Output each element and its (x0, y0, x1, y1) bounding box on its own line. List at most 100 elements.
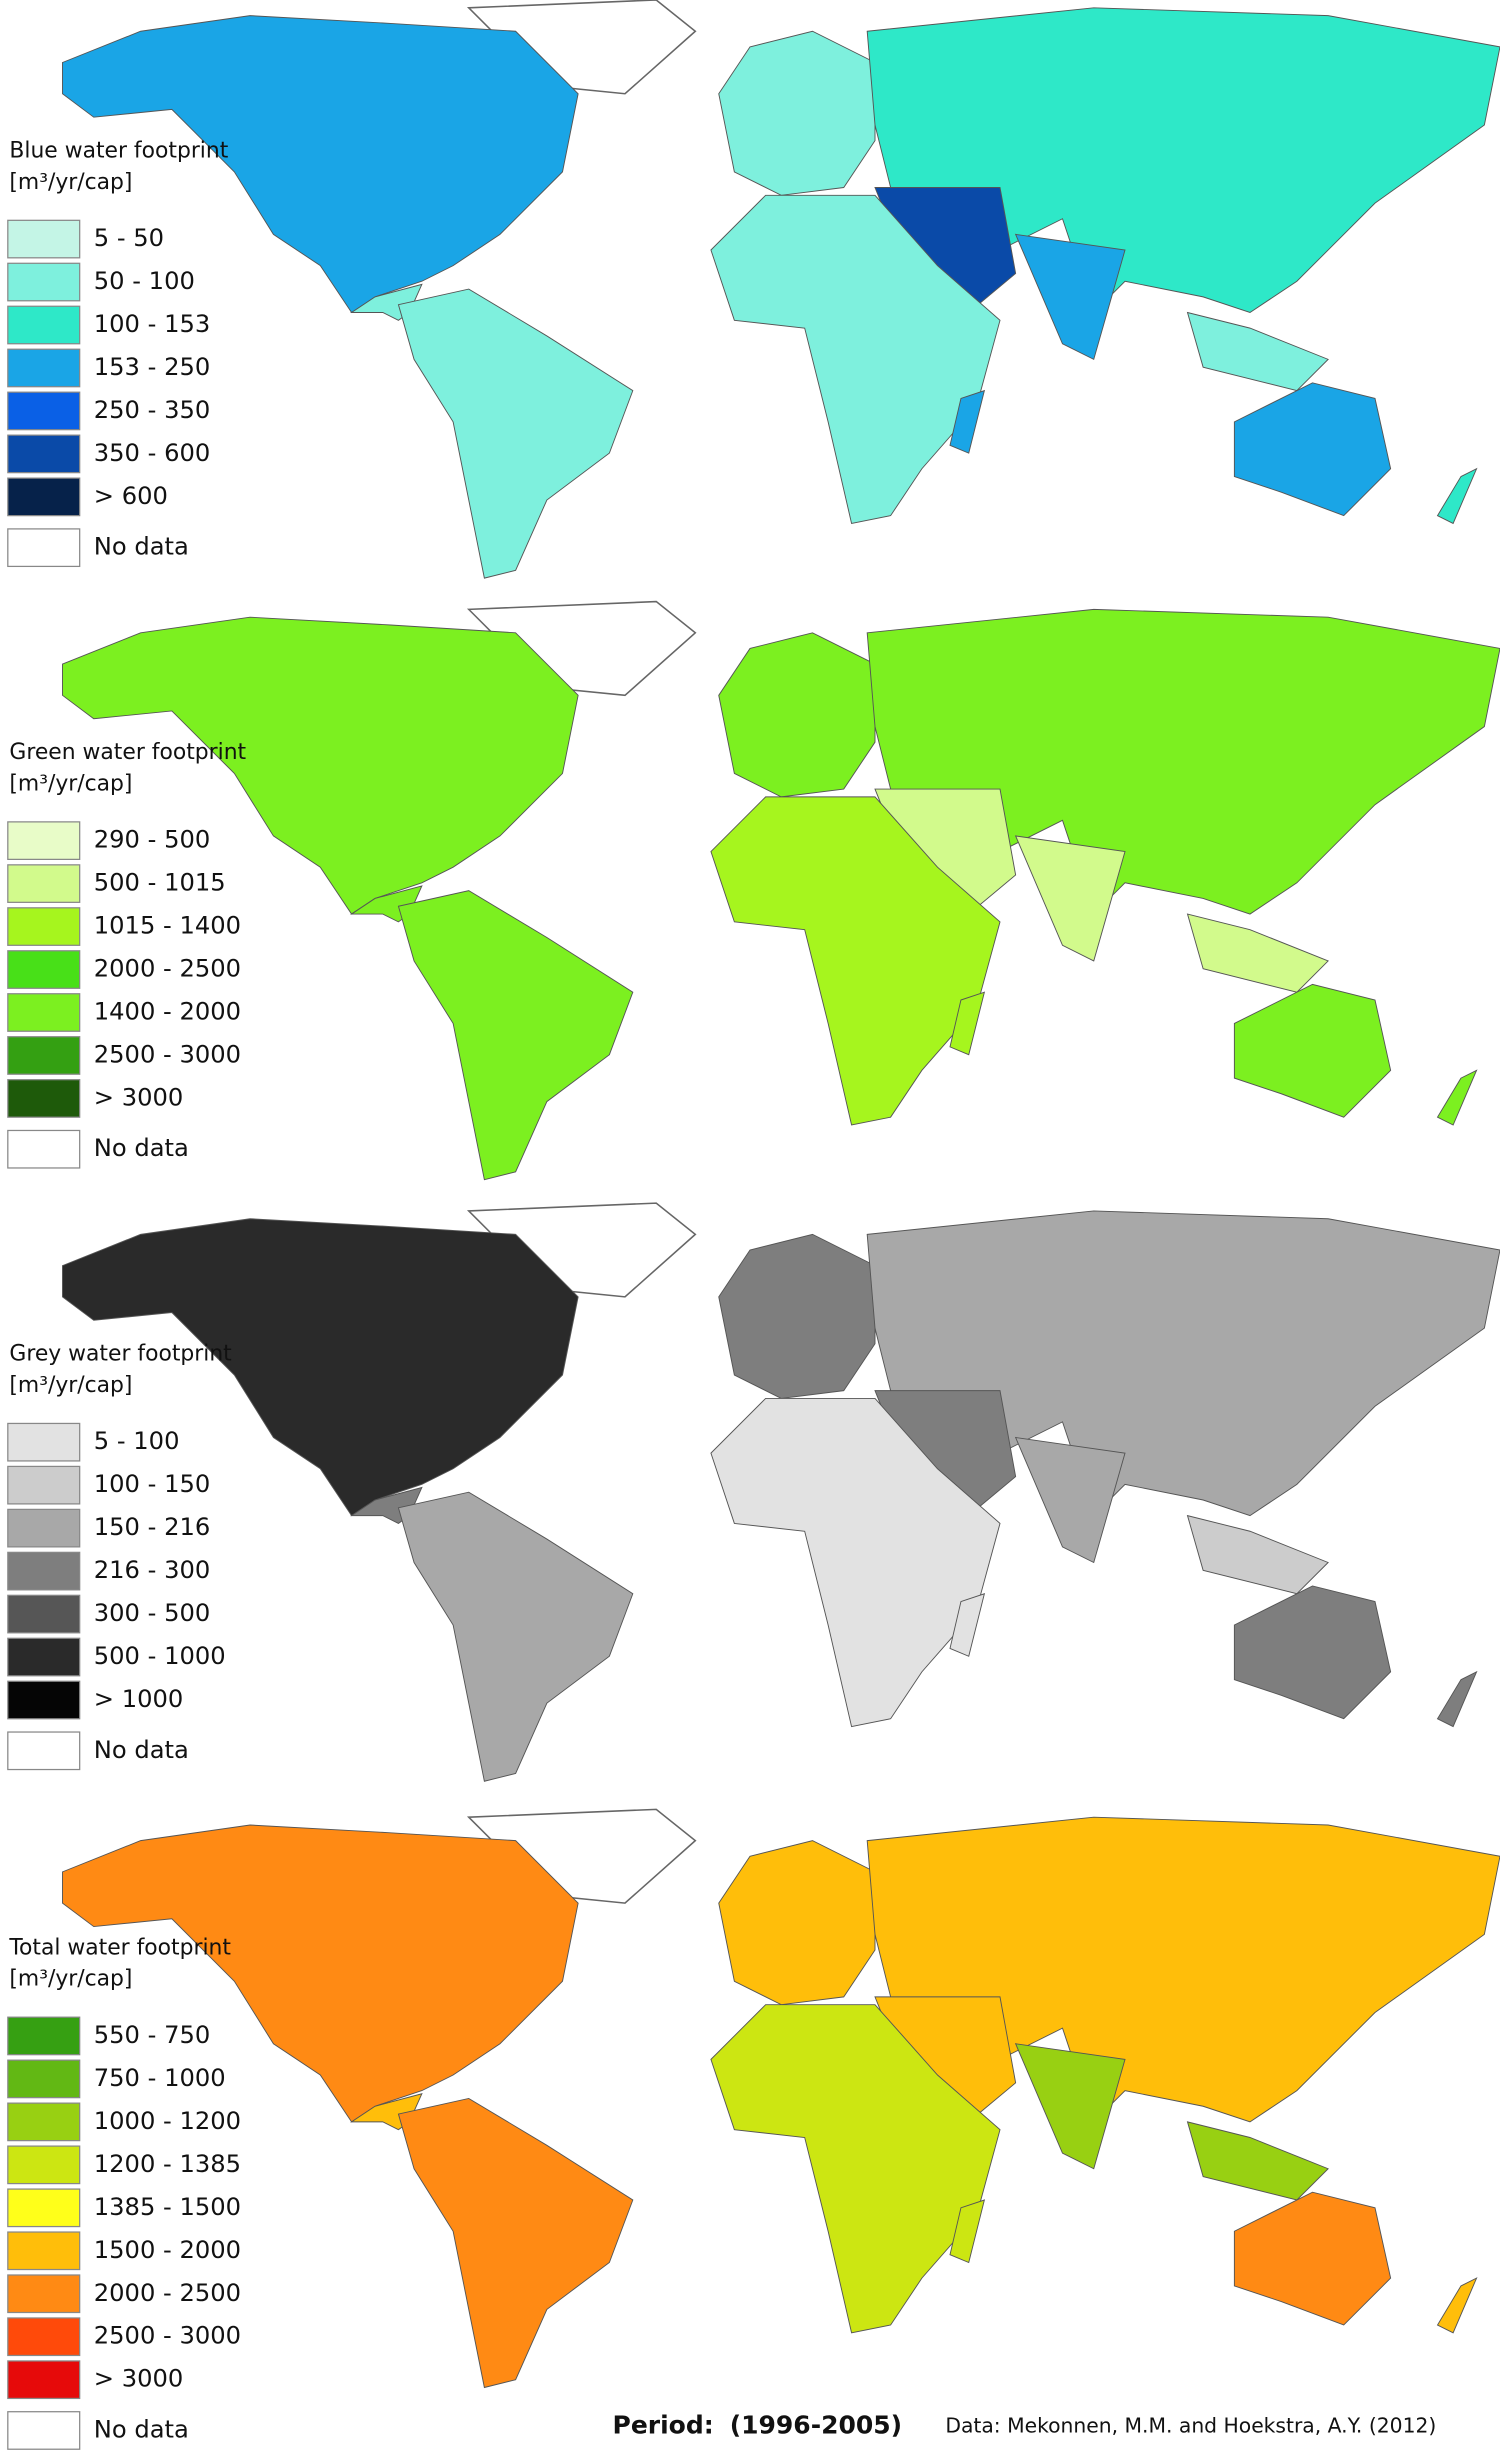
legend-swatch (7, 528, 81, 568)
legend-swatch (7, 1036, 81, 1075)
legend-swatch (7, 2411, 81, 2450)
country-region (62, 15, 579, 314)
legend-title: Grey water footprint (9, 1342, 232, 1367)
country-region (1014, 1436, 1126, 1564)
country-region (710, 796, 1001, 1126)
legend-label: 1015 - 1400 (94, 912, 241, 940)
legend-label: 1000 - 1200 (94, 2107, 241, 2135)
country-region (62, 1218, 579, 1517)
legend-swatch (7, 864, 81, 903)
country-region (1436, 467, 1478, 525)
legend-swatch (7, 477, 81, 517)
legend-swatch (7, 262, 81, 302)
legend-label: 550 - 750 (94, 2021, 211, 2049)
legend-swatch (7, 1422, 81, 1462)
country-region (62, 1824, 579, 2123)
period-label: Period: (613, 2411, 714, 2440)
legend-label: No data (94, 1134, 189, 1162)
footer: Period: (1996-2005) Data: Mekonnen, M.M.… (613, 2411, 1437, 2440)
legend-swatch (7, 950, 81, 989)
country-region (397, 2097, 634, 2389)
legend-label: > 1000 (94, 1685, 184, 1713)
country-region (710, 194, 1001, 524)
legend-label: No data (94, 1736, 189, 1764)
map-panel: Blue water footprint [m³/yr/cap] 5 - 50 50 … (7, 0, 1500, 579)
legend-label: 2500 - 3000 (94, 1040, 241, 1068)
country-region (1014, 233, 1126, 361)
country-region (1186, 311, 1329, 392)
legend-swatch (7, 2145, 81, 2185)
legend-label: 2000 - 2500 (94, 2279, 241, 2307)
legend-swatch (7, 1508, 81, 1548)
legend-label: 350 - 600 (94, 439, 211, 467)
legend-label: 750 - 1000 (94, 2064, 226, 2092)
legend-label: 216 - 300 (94, 1556, 211, 1584)
country-region (718, 1233, 876, 1399)
legend-swatch (7, 2188, 81, 2228)
country-region (949, 389, 986, 454)
country-region (1436, 1670, 1478, 1728)
country-region (1233, 1585, 1392, 1720)
legend-swatch (7, 2317, 81, 2357)
legend-unit: [m³/yr/cap] (9, 170, 132, 195)
legend-label: > 3000 (94, 1083, 184, 1111)
map-panel: Green water footprint [m³/yr/cap] 290 - 50… (7, 600, 1500, 1181)
legend-swatch (7, 1551, 81, 1591)
legend-title: Total water footprint (8, 1935, 231, 1960)
country-region (718, 30, 876, 196)
data-source: Data: Mekonnen, M.M. and Hoekstra, A.Y. … (945, 2414, 1436, 2438)
legend-swatch (7, 1129, 81, 1169)
legend-label: 290 - 500 (94, 826, 211, 854)
country-region (1186, 1514, 1329, 1595)
country-region (1233, 2191, 1392, 2326)
legend-label: 100 - 150 (94, 1470, 211, 1498)
legend-swatch (7, 1731, 81, 1771)
legend-label: No data (94, 533, 189, 561)
legend-label: 5 - 100 (94, 1427, 180, 1455)
legend-unit: [m³/yr/cap] (9, 1967, 132, 1992)
country-region (397, 1491, 634, 1782)
legend-swatch (7, 993, 81, 1032)
world-map (62, 0, 1500, 579)
legend-swatch (7, 821, 81, 860)
country-region (397, 288, 634, 579)
legend-label: 500 - 1015 (94, 869, 226, 897)
country-region (949, 1593, 986, 1657)
legend-label: 1200 - 1385 (94, 2150, 241, 2178)
legend-label: 100 - 153 (94, 310, 211, 338)
legend-label: 300 - 500 (94, 1599, 211, 1627)
legend-swatch (7, 219, 81, 259)
country-region (718, 1840, 876, 2006)
legend-label: 50 - 100 (94, 267, 195, 295)
legend-swatch (7, 2274, 81, 2314)
legend-swatch (7, 348, 81, 388)
legend-label: 500 - 1000 (94, 1642, 226, 1670)
legend-label: No data (94, 2415, 189, 2443)
legend-label: 1500 - 2000 (94, 2236, 241, 2264)
country-region (1014, 835, 1126, 962)
legend-label: 1400 - 2000 (94, 998, 241, 1026)
map-panel: Total water footprint [m³/yr/cap] 550 - 75… (7, 1808, 1500, 2450)
world-map (62, 1202, 1500, 1782)
legend-label: 2000 - 2500 (94, 955, 241, 983)
world-map (62, 600, 1500, 1181)
legend-swatch (7, 1680, 81, 1720)
legend-swatch (7, 305, 81, 345)
legend-label: 2500 - 3000 (94, 2322, 241, 2350)
country-region (1233, 382, 1392, 517)
legend-label: 5 - 50 (94, 224, 164, 252)
legend-label: > 600 (94, 482, 168, 510)
country-region (62, 616, 579, 915)
legend-swatch (7, 2360, 81, 2400)
legend-title: Green water footprint (9, 740, 246, 765)
legend-swatch (7, 2102, 81, 2142)
legend-swatch (7, 2016, 81, 2056)
country-region (718, 632, 876, 798)
legend-swatch (7, 907, 81, 946)
country-region (949, 991, 986, 1056)
country-region (949, 2199, 986, 2264)
country-region (397, 890, 634, 1181)
legend-swatch (7, 2059, 81, 2099)
